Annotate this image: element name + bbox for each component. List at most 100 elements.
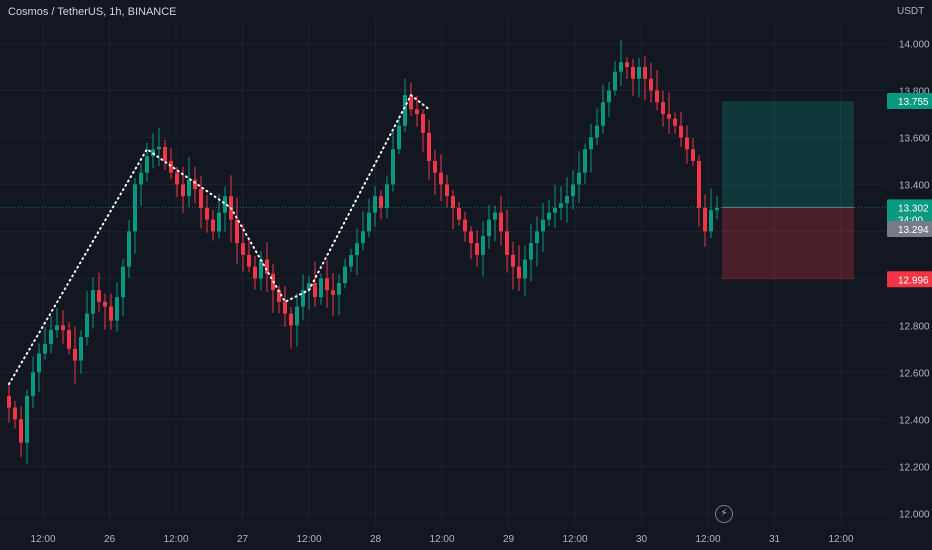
x-tick-label: 28 <box>370 534 382 545</box>
candle-body <box>709 210 713 232</box>
candle-body <box>625 62 629 67</box>
current-price-label-bg <box>887 199 932 226</box>
y-tick-label: 12.000 <box>899 509 930 520</box>
y-tick-label: 12.600 <box>899 368 930 379</box>
candle-body <box>241 243 245 255</box>
candle-body <box>103 301 107 307</box>
x-tick-label: 12:00 <box>562 534 587 545</box>
candle-body <box>301 290 305 307</box>
candle-body <box>205 207 209 220</box>
candle-body <box>115 297 119 321</box>
candle-body <box>517 266 521 279</box>
y-tick-label: 13.800 <box>899 86 930 97</box>
candle-body <box>181 184 185 197</box>
candle-body <box>37 353 41 373</box>
candle-body <box>43 344 47 354</box>
candle-body <box>703 207 707 232</box>
candle-body <box>589 137 593 150</box>
candle-body <box>163 146 167 161</box>
candle-body <box>559 203 563 208</box>
lightning-icon[interactable]: ⚡ <box>715 505 733 523</box>
candle-body <box>253 266 257 279</box>
candle-body <box>145 156 149 173</box>
candle-body <box>451 196 455 208</box>
candle-body <box>259 259 263 279</box>
candle-body <box>121 266 125 298</box>
candle-body <box>187 179 191 197</box>
candle-body <box>631 66 635 79</box>
candle-body <box>169 160 173 173</box>
candle-body <box>91 290 95 314</box>
candle-body <box>613 71 617 91</box>
candle-body <box>511 254 515 267</box>
candle-body <box>691 149 695 161</box>
x-tick-label: 12:00 <box>429 534 454 545</box>
target-price-label: 13.755 <box>898 97 929 108</box>
candle-body <box>577 172 581 185</box>
x-tick-label: 27 <box>237 534 249 545</box>
chart-title: Cosmos / TetherUS, 1h, BINANCE <box>8 6 177 18</box>
candle-body <box>31 372 35 396</box>
candle-body <box>217 212 221 232</box>
candle-body <box>127 231 131 267</box>
candle-body <box>343 266 347 284</box>
candle-body <box>523 259 527 279</box>
zigzag-pattern-line <box>8 93 430 386</box>
candle-body <box>679 125 683 138</box>
candle-body <box>661 102 665 114</box>
candle-body <box>409 95 413 110</box>
candle-body <box>541 219 545 232</box>
y-tick-label: 12.800 <box>899 321 930 332</box>
candle-body <box>481 236 485 255</box>
candle-body <box>553 207 557 213</box>
candle-body <box>109 306 113 321</box>
candle-body <box>463 219 467 232</box>
candle-body <box>445 184 449 197</box>
candle-body <box>85 313 89 338</box>
candle-body <box>235 219 239 244</box>
x-tick-label: 29 <box>503 534 515 545</box>
candle-body <box>283 301 287 314</box>
candle-body <box>223 196 227 213</box>
stop-price-label-bg <box>887 271 932 288</box>
candle-body <box>583 149 587 173</box>
candle-body <box>565 196 569 204</box>
candle-body <box>373 196 377 213</box>
candle-body <box>427 132 431 161</box>
y-tick-label: 12.400 <box>899 415 930 426</box>
candle-body <box>667 113 671 119</box>
y-tick-label: 13.600 <box>899 133 930 144</box>
candle-body <box>379 196 383 208</box>
candle-body <box>397 125 401 150</box>
candle-body <box>175 172 179 185</box>
candle-body <box>265 259 269 274</box>
candle-body <box>433 160 437 173</box>
position-target-zone <box>722 101 854 208</box>
candle-body <box>457 207 461 220</box>
candle-body <box>601 102 605 126</box>
candle-body <box>673 118 677 126</box>
candle-body <box>25 395 29 443</box>
candle-body <box>349 254 353 267</box>
candle-body <box>355 243 359 255</box>
x-tick-label: 12:00 <box>695 534 720 545</box>
candle-body <box>307 283 311 291</box>
candle-body <box>73 348 77 361</box>
candle-body <box>649 78 653 91</box>
candle-body <box>595 125 599 138</box>
candle-body <box>475 243 479 255</box>
candle-body <box>295 306 299 326</box>
candle-body <box>331 290 335 295</box>
candle-body <box>319 278 323 298</box>
candle-body <box>469 231 473 244</box>
candle-body <box>637 66 641 79</box>
candle-body <box>493 212 497 220</box>
candle-body <box>247 254 251 267</box>
candle-body <box>367 212 371 232</box>
position-stop-zone <box>722 207 854 280</box>
candle-body <box>289 313 293 326</box>
candle-body <box>277 290 281 302</box>
candle-body <box>403 95 407 126</box>
candle-body <box>67 330 71 349</box>
